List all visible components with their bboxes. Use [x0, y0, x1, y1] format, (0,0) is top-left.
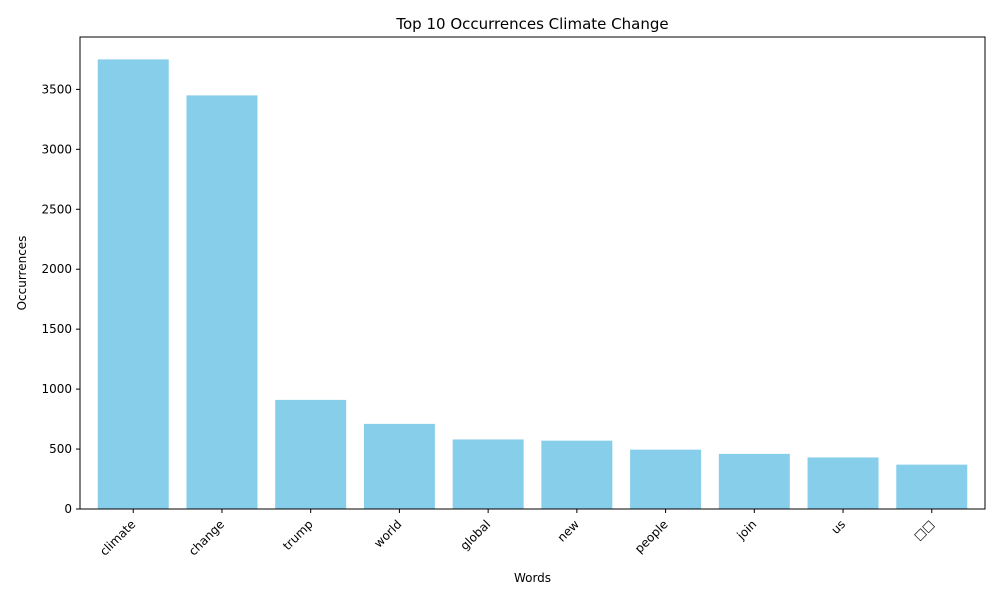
chart-title: Top 10 Occurrences Climate Change [395, 15, 668, 33]
bar-9 [896, 465, 967, 509]
y-tick-label: 500 [49, 442, 72, 456]
y-tick-label: 1000 [41, 382, 72, 396]
y-tick-label: 0 [64, 502, 72, 516]
bar-7 [719, 454, 790, 509]
bar-4 [453, 439, 524, 509]
bar-2 [275, 400, 346, 509]
y-tick-label: 1500 [41, 322, 72, 336]
bar-6 [630, 450, 701, 509]
y-tick-label: 2500 [41, 202, 72, 216]
y-axis-label: Occurrences [15, 236, 29, 311]
bar-1 [186, 95, 257, 509]
bar-8 [808, 457, 879, 509]
bar-5 [541, 441, 612, 509]
y-tick-label: 2000 [41, 262, 72, 276]
x-axis-label: Words [514, 571, 551, 585]
bar-0 [98, 59, 169, 509]
y-tick-label: 3500 [41, 82, 72, 96]
y-tick-label: 3000 [41, 142, 72, 156]
bar-3 [364, 424, 435, 509]
